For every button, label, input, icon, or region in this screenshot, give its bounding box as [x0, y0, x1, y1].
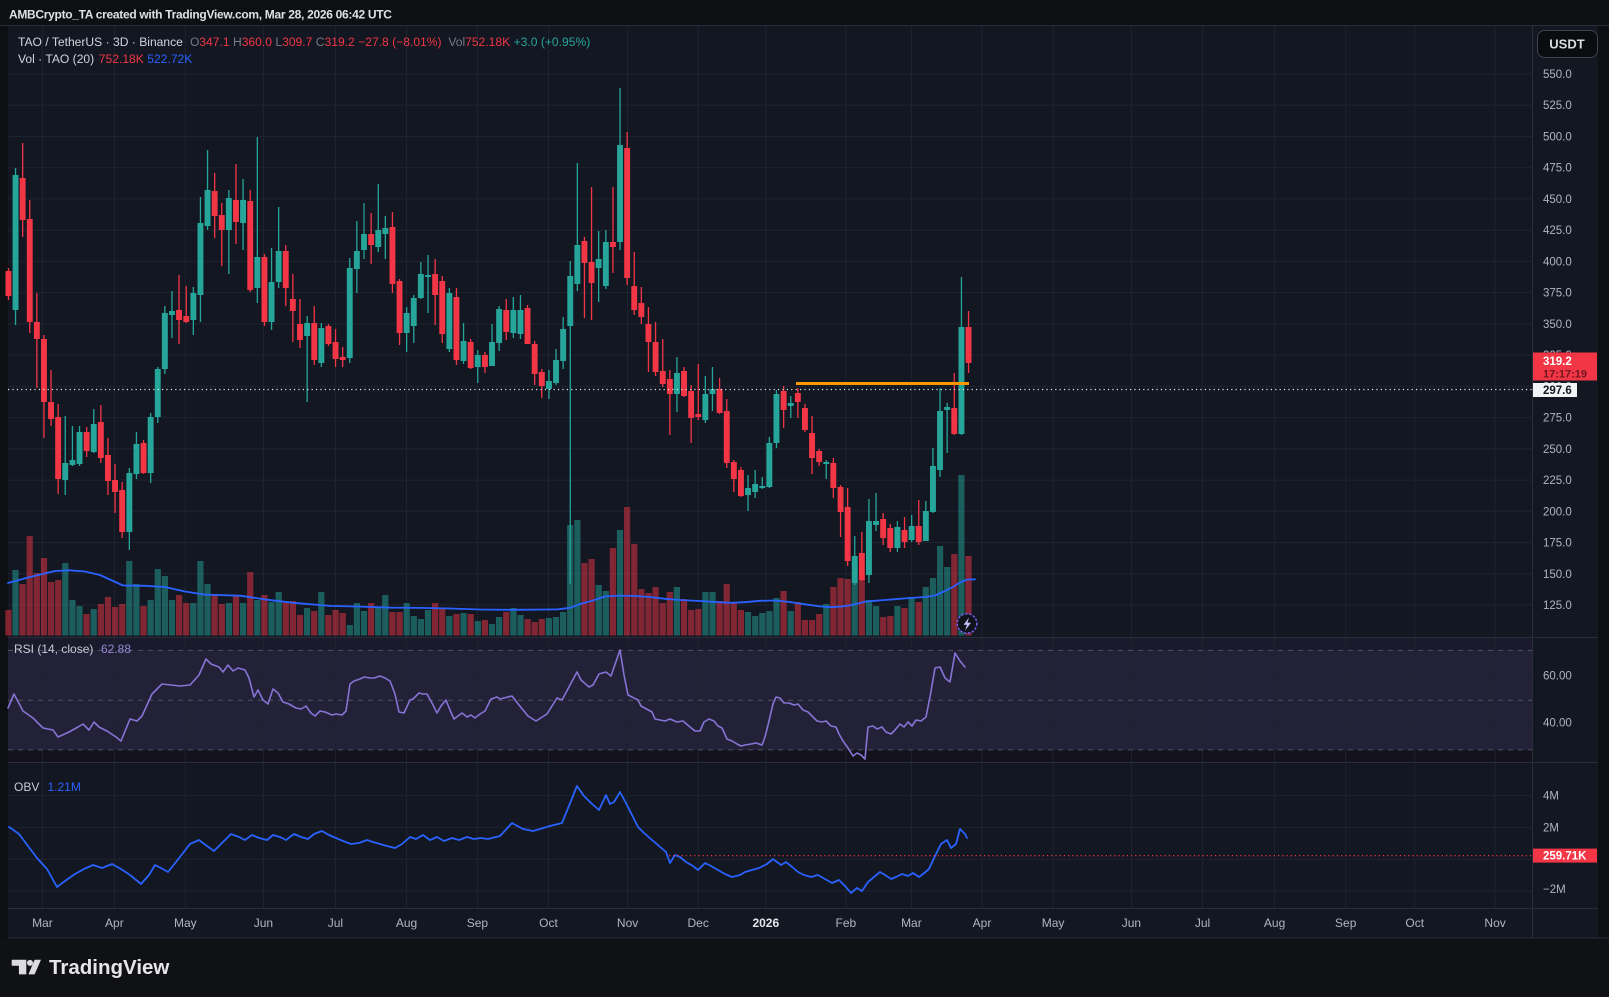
- svg-text:125.0: 125.0: [1543, 600, 1572, 612]
- svg-text:225.0: 225.0: [1543, 475, 1572, 487]
- svg-text:L: L: [275, 35, 282, 49]
- svg-text:309.7: 309.7: [282, 35, 313, 49]
- svg-text:Mar: Mar: [32, 916, 53, 930]
- svg-text:752.18K: 752.18K: [99, 52, 144, 66]
- svg-text:500.0: 500.0: [1543, 132, 1572, 144]
- svg-text:175.0: 175.0: [1543, 538, 1572, 550]
- svg-text:C: C: [316, 35, 325, 49]
- svg-text:−27.8 (−8.01%): −27.8 (−8.01%): [358, 35, 441, 49]
- svg-text:319.2: 319.2: [1543, 356, 1572, 368]
- svg-text:347.1: 347.1: [199, 35, 230, 49]
- svg-text:OBV: OBV: [14, 780, 39, 794]
- svg-text:AMBCrypto_TA created with Trad: AMBCrypto_TA created with TradingView.co…: [9, 8, 392, 22]
- svg-text:Oct: Oct: [1405, 916, 1424, 930]
- svg-text:Feb: Feb: [836, 916, 857, 930]
- svg-text:17:17:19: 17:17:19: [1543, 369, 1587, 381]
- svg-text:Sep: Sep: [467, 916, 489, 930]
- svg-text:400.0: 400.0: [1543, 256, 1572, 268]
- svg-text:1.21M: 1.21M: [48, 780, 81, 794]
- svg-text:2M: 2M: [1543, 823, 1559, 835]
- svg-text:200.0: 200.0: [1543, 506, 1572, 518]
- svg-text:Vol · TAO (20): Vol · TAO (20): [18, 52, 94, 66]
- svg-text:350.0: 350.0: [1543, 319, 1572, 331]
- svg-text:250.0: 250.0: [1543, 444, 1572, 456]
- svg-text:+3.0 (+0.95%): +3.0 (+0.95%): [514, 35, 591, 49]
- svg-text:425.0: 425.0: [1543, 225, 1572, 237]
- svg-text:475.0: 475.0: [1543, 163, 1572, 175]
- svg-text:275.0: 275.0: [1543, 413, 1572, 425]
- svg-text:Mar: Mar: [901, 916, 922, 930]
- svg-text:Aug: Aug: [396, 916, 417, 930]
- svg-text:O: O: [190, 35, 199, 49]
- svg-text:RSI (14, close): RSI (14, close): [14, 642, 93, 656]
- svg-text:297.6: 297.6: [1543, 385, 1572, 397]
- svg-text:Apr: Apr: [105, 916, 124, 930]
- svg-text:Jun: Jun: [254, 916, 273, 930]
- svg-text:H: H: [233, 35, 242, 49]
- svg-text:Nov: Nov: [1484, 916, 1505, 930]
- svg-text:360.0: 360.0: [242, 35, 273, 49]
- svg-text:Nov: Nov: [617, 916, 638, 930]
- svg-text:4M: 4M: [1543, 791, 1559, 803]
- svg-text:752.18K: 752.18K: [465, 35, 510, 49]
- svg-text:May: May: [1042, 916, 1065, 930]
- svg-text:522.72K: 522.72K: [147, 52, 192, 66]
- svg-text:TAO / TetherUS · 3D · Binance: TAO / TetherUS · 3D · Binance: [18, 35, 183, 49]
- svg-text:Jul: Jul: [1195, 916, 1210, 930]
- svg-text:Aug: Aug: [1264, 916, 1285, 930]
- svg-text:TradingView: TradingView: [49, 956, 169, 979]
- svg-text:2026: 2026: [752, 916, 779, 930]
- svg-text:450.0: 450.0: [1543, 194, 1572, 206]
- svg-text:Sep: Sep: [1335, 916, 1357, 930]
- svg-text:Vol: Vol: [448, 35, 465, 49]
- svg-text:550.0: 550.0: [1543, 69, 1572, 81]
- svg-text:Jul: Jul: [328, 916, 343, 930]
- svg-text:375.0: 375.0: [1543, 288, 1572, 300]
- svg-text:319.2: 319.2: [325, 35, 356, 49]
- svg-text:40.00: 40.00: [1543, 718, 1572, 730]
- svg-text:150.0: 150.0: [1543, 569, 1572, 581]
- svg-text:62.88: 62.88: [101, 642, 131, 656]
- svg-text:525.0: 525.0: [1543, 100, 1572, 112]
- svg-text:259.71K: 259.71K: [1543, 850, 1587, 862]
- svg-text:60.00: 60.00: [1543, 670, 1572, 682]
- svg-text:Apr: Apr: [973, 916, 992, 930]
- svg-text:May: May: [174, 916, 197, 930]
- svg-text:Dec: Dec: [688, 916, 709, 930]
- svg-text:Oct: Oct: [539, 916, 558, 930]
- svg-text:Jun: Jun: [1122, 916, 1141, 930]
- svg-text:USDT: USDT: [1549, 37, 1584, 52]
- svg-text:−2M: −2M: [1543, 884, 1566, 896]
